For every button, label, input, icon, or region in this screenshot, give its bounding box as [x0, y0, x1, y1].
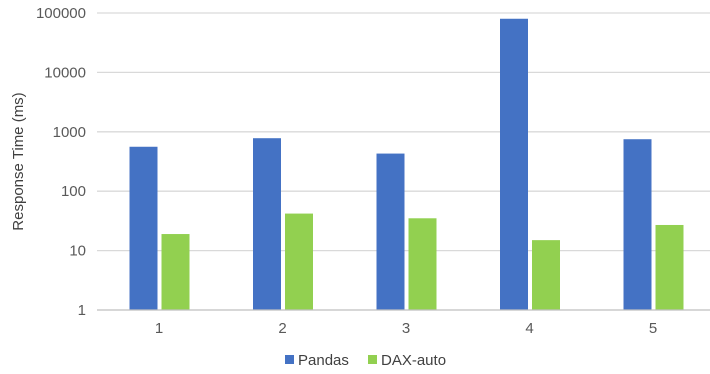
- x-tick-label-2: 2: [278, 320, 286, 337]
- y-tick-label-100: 100: [61, 183, 86, 200]
- bar-pandas-4: [500, 18, 528, 310]
- gridlines: [97, 12, 710, 252]
- y-axis-ticks: 1 10 100 1000 10000 100000: [36, 5, 86, 319]
- bar-dax-auto-2: [285, 213, 313, 310]
- x-tick-label-1: 1: [155, 320, 163, 337]
- y-tick-label-100000: 100000: [36, 5, 86, 22]
- bar-dax-auto-4: [532, 240, 560, 310]
- bar-dax-auto-3: [408, 218, 437, 310]
- legend: Pandas DAX-auto: [285, 352, 446, 369]
- bar-dax-auto-5: [655, 224, 684, 310]
- bar-dax-auto-1: [161, 234, 190, 310]
- bar-pandas-3: [376, 153, 405, 310]
- x-tick-label-5: 5: [649, 320, 657, 337]
- bars: [129, 18, 684, 310]
- bar-pandas-1: [129, 146, 158, 310]
- y-tick-label-1000: 1000: [53, 124, 86, 141]
- x-tick-label-4: 4: [525, 320, 533, 337]
- x-tick-label-3: 3: [402, 320, 410, 337]
- legend-swatch-pandas: [285, 355, 294, 364]
- y-tick-label-10000: 10000: [44, 64, 86, 81]
- y-axis-title: Response Time (ms): [10, 92, 27, 230]
- legend-label-pandas: Pandas: [298, 352, 349, 369]
- legend-swatch-dax-auto: [368, 355, 377, 364]
- y-tick-label-1: 1: [78, 302, 86, 319]
- y-tick-label-10: 10: [69, 243, 86, 260]
- bar-pandas-5: [623, 139, 652, 310]
- bar-pandas-2: [253, 138, 281, 310]
- x-axis-ticks: 1 2 3 4 5: [155, 320, 657, 337]
- legend-label-dax-auto: DAX-auto: [381, 352, 446, 369]
